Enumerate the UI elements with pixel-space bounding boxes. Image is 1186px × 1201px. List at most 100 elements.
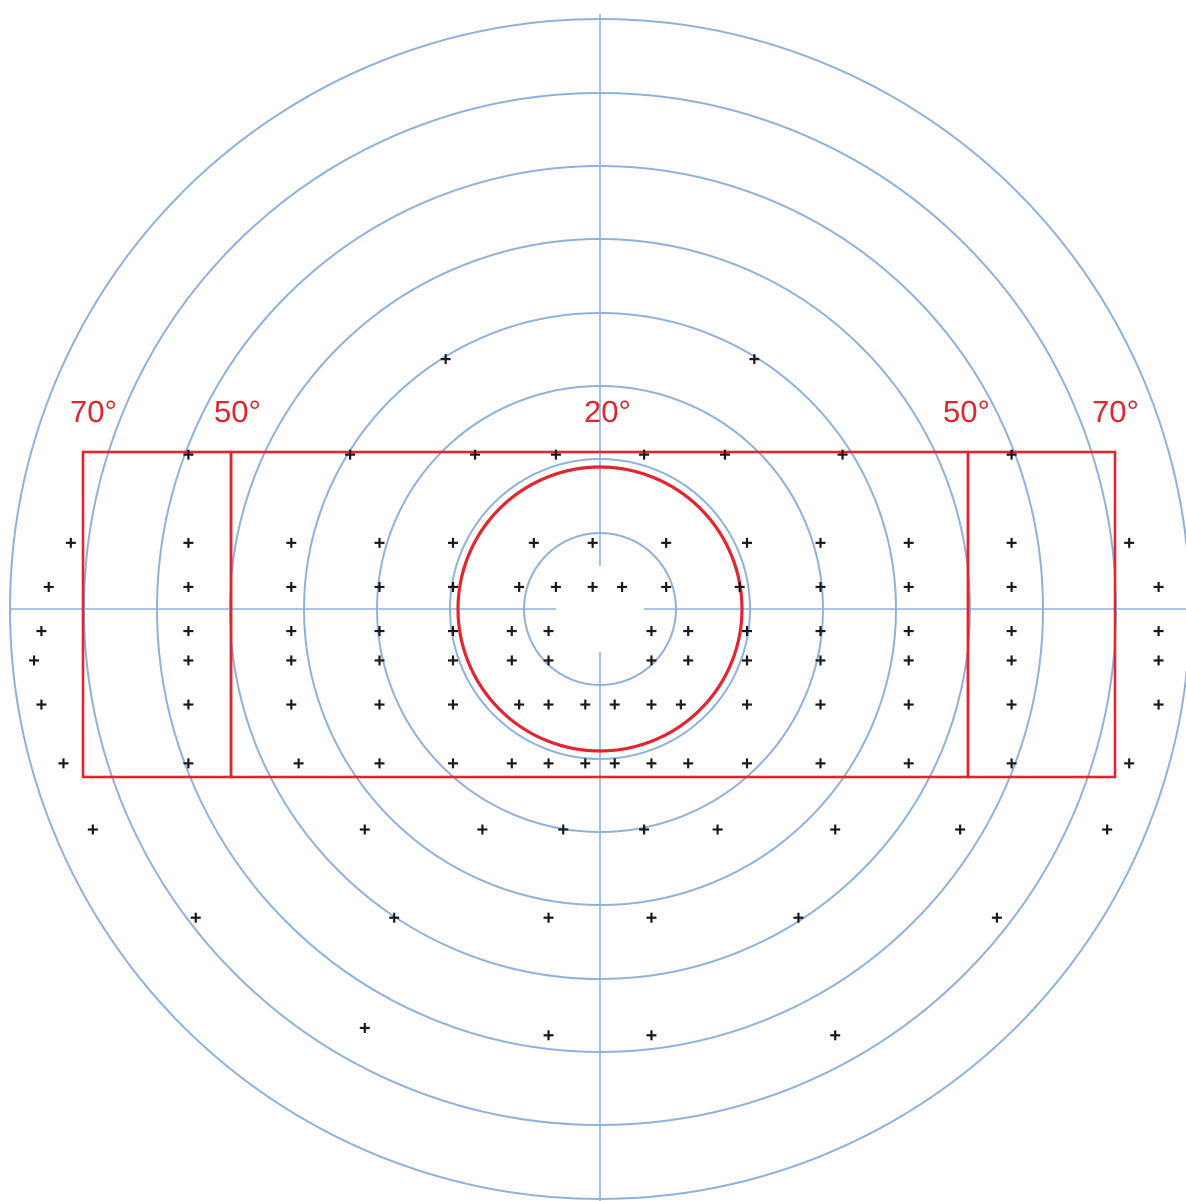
test-point xyxy=(440,354,451,365)
test-point xyxy=(36,626,47,637)
test-point xyxy=(528,537,539,548)
test-point xyxy=(183,655,194,666)
test-point xyxy=(646,758,657,769)
test-point xyxy=(646,699,657,710)
test-point xyxy=(448,758,458,769)
test-point xyxy=(183,449,194,460)
test-point xyxy=(448,699,458,710)
test-point xyxy=(183,581,194,592)
test-point xyxy=(543,912,554,923)
test-point xyxy=(1124,537,1135,548)
test-point xyxy=(43,581,54,592)
test-point xyxy=(359,1022,370,1033)
test-point xyxy=(286,537,297,548)
test-point xyxy=(609,699,620,710)
test-point xyxy=(646,655,657,666)
test-point xyxy=(470,449,481,460)
test-point xyxy=(903,655,914,666)
test-point xyxy=(1124,758,1135,769)
test-point xyxy=(36,699,47,710)
test-point xyxy=(389,912,400,923)
test-point xyxy=(639,449,650,460)
test-point xyxy=(742,655,752,666)
test-point xyxy=(587,537,598,548)
test-point xyxy=(749,354,760,365)
test-point xyxy=(448,537,458,548)
test-point xyxy=(991,912,1002,923)
test-point xyxy=(683,758,694,769)
test-point xyxy=(646,912,657,923)
test-point xyxy=(1006,537,1017,548)
test-point xyxy=(543,699,554,710)
test-point xyxy=(903,758,914,769)
test-point xyxy=(543,626,554,637)
test-point xyxy=(830,1030,841,1041)
test-point xyxy=(646,626,657,637)
test-point xyxy=(183,537,194,548)
test-point xyxy=(903,699,914,710)
test-point xyxy=(793,912,804,923)
test-point xyxy=(506,758,517,769)
test-point xyxy=(1006,655,1017,666)
test-point xyxy=(374,655,385,666)
test-point xyxy=(1006,758,1017,769)
test-point xyxy=(359,824,370,835)
test-point xyxy=(448,655,458,666)
label-center: 20° xyxy=(584,394,631,429)
eccentricity-labels: 70° 50° 20° 50° 70° xyxy=(70,394,1139,429)
test-point xyxy=(815,699,826,710)
test-point xyxy=(830,824,841,835)
test-point xyxy=(661,537,672,548)
test-point xyxy=(374,581,385,592)
test-point xyxy=(190,912,201,923)
test-point xyxy=(543,655,554,666)
test-point xyxy=(815,537,826,548)
test-point xyxy=(183,699,194,710)
test-point xyxy=(742,537,752,548)
test-point xyxy=(734,581,745,592)
test-point xyxy=(1153,581,1164,592)
test-point xyxy=(815,758,826,769)
test-point xyxy=(87,824,98,835)
test-point xyxy=(683,655,694,666)
test-point xyxy=(742,626,752,637)
test-point xyxy=(1153,699,1164,710)
test-point xyxy=(1006,626,1017,637)
test-point xyxy=(374,699,385,710)
test-point xyxy=(293,758,304,769)
test-point xyxy=(903,537,914,548)
test-point xyxy=(903,581,914,592)
test-point xyxy=(617,581,628,592)
test-point xyxy=(815,655,826,666)
test-point xyxy=(448,626,458,637)
test-point xyxy=(675,699,686,710)
test-point xyxy=(543,758,554,769)
test-point xyxy=(286,581,297,592)
test-point xyxy=(506,655,517,666)
test-point xyxy=(815,581,826,592)
test-point xyxy=(1153,626,1164,637)
test-point xyxy=(815,626,826,637)
test-point xyxy=(580,699,591,710)
test-point xyxy=(550,449,561,460)
test-point xyxy=(29,655,40,666)
test-point xyxy=(374,537,385,548)
test-point xyxy=(587,581,598,592)
test-point xyxy=(837,449,848,460)
test-point xyxy=(903,626,914,637)
test-point xyxy=(1153,655,1164,666)
test-point xyxy=(374,758,385,769)
test-point xyxy=(955,824,966,835)
test-point xyxy=(580,758,591,769)
central-20-degree-circle xyxy=(456,465,744,753)
test-point xyxy=(719,449,730,460)
label-right-outer: 70° xyxy=(1092,394,1139,429)
test-point xyxy=(374,626,385,637)
test-point xyxy=(58,758,69,769)
test-point xyxy=(639,824,650,835)
test-point xyxy=(646,1030,657,1041)
test-point xyxy=(1006,699,1017,710)
test-point xyxy=(514,699,525,710)
test-point xyxy=(609,758,620,769)
test-point xyxy=(514,581,525,592)
